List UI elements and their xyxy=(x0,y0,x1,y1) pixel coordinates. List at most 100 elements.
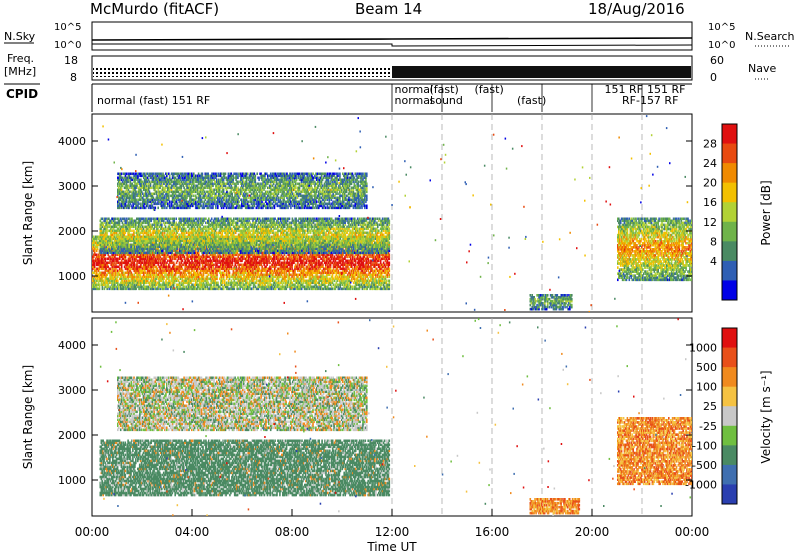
data-cell xyxy=(192,265,194,269)
data-cell xyxy=(286,283,289,287)
data-cell xyxy=(131,287,134,291)
data-cell xyxy=(170,287,172,291)
data-cell xyxy=(308,255,311,259)
data-cell xyxy=(235,271,238,275)
data-cell xyxy=(164,261,166,265)
data-cell xyxy=(254,263,257,267)
data-cell xyxy=(333,265,336,269)
data-cell xyxy=(179,265,182,269)
data-cell xyxy=(243,273,245,277)
data-cell xyxy=(95,273,98,277)
data-cell xyxy=(128,281,131,285)
data-cell xyxy=(297,273,299,277)
data-cell xyxy=(295,265,297,269)
data-cell xyxy=(170,273,172,277)
data-cell xyxy=(350,287,352,291)
data-cell xyxy=(130,279,133,283)
data-cell xyxy=(321,253,323,257)
data-cell xyxy=(126,275,129,279)
data-cell xyxy=(199,287,202,291)
freq-unit-label: [MHz] xyxy=(4,65,36,78)
data-cell xyxy=(139,255,141,259)
data-cell xyxy=(129,263,132,267)
data-cell xyxy=(342,261,344,265)
data-cell xyxy=(95,253,98,257)
data-cell xyxy=(307,257,310,261)
data-cell xyxy=(167,259,169,263)
data-cell xyxy=(169,285,171,289)
data-cell xyxy=(165,279,167,283)
data-cell xyxy=(92,287,94,291)
data-cell xyxy=(326,277,329,281)
data-cell xyxy=(148,253,151,257)
data-cell xyxy=(255,253,258,257)
data-cell xyxy=(102,279,105,283)
data-cell xyxy=(178,263,181,267)
data-cell xyxy=(260,285,263,289)
data-cell xyxy=(234,259,237,263)
data-cell xyxy=(174,277,177,281)
data-cell xyxy=(155,247,158,251)
data-cell xyxy=(96,247,99,251)
data-cell xyxy=(160,253,162,257)
data-cell xyxy=(245,271,247,275)
data-cell xyxy=(251,269,254,273)
data-cell xyxy=(325,265,327,269)
data-cell xyxy=(169,259,171,263)
data-cell xyxy=(341,263,343,267)
data-cell xyxy=(300,277,302,281)
data-cell xyxy=(111,269,113,273)
data-cell xyxy=(117,253,119,257)
data-cell xyxy=(346,277,348,281)
data-cell xyxy=(120,253,123,257)
data-cell xyxy=(348,267,350,271)
data-cell xyxy=(103,265,106,269)
data-cell xyxy=(230,255,233,259)
data-cell xyxy=(244,261,246,265)
data-cell xyxy=(119,277,122,281)
data-cell xyxy=(200,279,203,283)
data-cell xyxy=(277,285,280,289)
data-cell xyxy=(108,287,110,291)
data-cell xyxy=(351,285,353,289)
data-cell xyxy=(102,261,105,265)
data-cell xyxy=(126,253,129,257)
data-cell xyxy=(202,277,205,281)
data-cell xyxy=(286,273,289,277)
data-cell xyxy=(214,273,216,277)
data-cell xyxy=(140,259,142,263)
data-cell xyxy=(137,283,139,287)
data-cell xyxy=(235,273,238,277)
data-cell xyxy=(142,285,144,289)
data-cell xyxy=(331,247,334,251)
data-cell xyxy=(305,261,308,265)
data-cell xyxy=(256,261,259,265)
data-cell xyxy=(300,259,302,263)
data-cell xyxy=(138,241,140,245)
data-cell xyxy=(151,281,154,285)
data-cell xyxy=(111,259,113,263)
data-cell xyxy=(288,263,290,267)
data-cell xyxy=(293,269,295,273)
data-cell xyxy=(304,281,307,285)
data-cell xyxy=(98,263,101,267)
data-cell xyxy=(100,281,103,285)
data-cell xyxy=(277,257,280,261)
data-cell xyxy=(272,285,274,289)
data-cell xyxy=(162,277,164,281)
data-cell xyxy=(92,283,94,287)
data-cell xyxy=(308,259,311,263)
data-cell xyxy=(345,269,347,273)
data-cell xyxy=(93,271,95,275)
data-cell xyxy=(278,275,281,279)
data-cell xyxy=(123,277,126,281)
data-cell xyxy=(235,253,238,257)
data-cell xyxy=(249,271,252,275)
data-cell xyxy=(165,253,167,257)
data-cell xyxy=(270,285,272,289)
data-cell xyxy=(231,285,234,289)
data-cell xyxy=(285,261,288,265)
data-cell xyxy=(285,287,288,291)
data-cell xyxy=(308,273,311,277)
data-cell xyxy=(338,259,341,263)
